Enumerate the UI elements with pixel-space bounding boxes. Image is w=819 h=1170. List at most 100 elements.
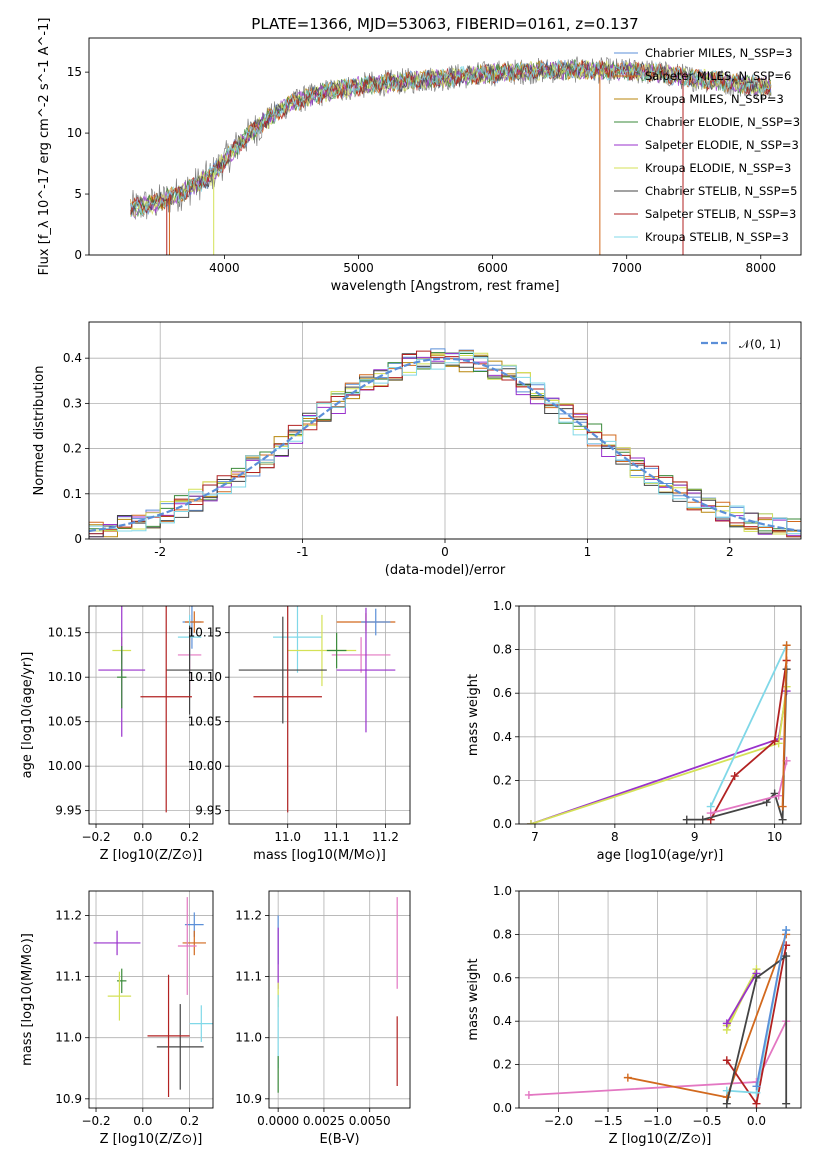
weight-line (781, 645, 788, 807)
weight-marker (526, 820, 535, 824)
plot-area (130, 56, 772, 255)
y-tick-label: 1.0 (493, 884, 512, 898)
x-axis-label: mass [log10(M/M⊙)] (253, 848, 386, 863)
y-tick-label: 0.2 (493, 773, 512, 787)
weight-marker (778, 815, 787, 824)
x-axis-label: age [log10(age/yr)] (597, 848, 724, 863)
axes-frame (88, 37, 802, 256)
weight-line (709, 644, 788, 807)
weight-marker (524, 1090, 533, 1099)
y-tick-label: 0.2 (493, 1058, 512, 1072)
panel-residuals: -2 -1 0 1 2 0 0.1 0.2 0.3 0.4 (data-model)/error No… (32, 321, 802, 578)
x-tick-label: 11.0 (274, 830, 301, 844)
x-tick-label: 2 (726, 545, 734, 559)
legend-entry: Salpeter MILES, N_SSP=6 (645, 69, 791, 83)
y-tick-label: 5 (74, 187, 82, 201)
x-tick-label: 0.2 (180, 830, 199, 844)
y-tick-label: 0.8 (493, 643, 512, 657)
weight-marker (782, 641, 791, 650)
x-tick-label: −2.0 (544, 1114, 573, 1128)
y-tick-label: 11.2 (55, 908, 82, 922)
axes-frame (88, 605, 214, 825)
y-tick-label: 0.4 (493, 1014, 512, 1028)
panel-mass-vs-ebv: 0.0000 0.0025 0.0050 10.9 11.0 11.1 11.2 E(B-V) (235, 890, 411, 1147)
x-tick-label: 11.2 (372, 830, 399, 844)
y-tick-label: 11.0 (55, 1031, 82, 1045)
y-tick-label: 10.15 (188, 626, 222, 640)
axes-frame (518, 890, 802, 1109)
weight-marker (623, 1073, 632, 1082)
weight-marker (774, 791, 783, 800)
legend-entry: Kroupa MILES, N_SSP=3 (645, 92, 784, 106)
model-spectrum (130, 60, 772, 216)
y-axis-label: Flux [f_λ 10^-17 erg cm^-2 s^-1 A^-1] (37, 18, 52, 276)
x-tick-label: −1.0 (643, 1114, 672, 1128)
panel-age-vs-mass: 11.0 11.1 11.2 9.95 10.00 10.05 10.10 10.15 mass… (188, 605, 411, 863)
legend-entry: Kroupa ELODIE, N_SSP=3 (645, 161, 791, 175)
y-axis-label: mass weight (466, 674, 481, 756)
plot-area (524, 926, 791, 1108)
y-axis-label: mass [log10(M/M⊙)] (20, 933, 35, 1066)
panel-weight-vs-age: 7 8 9 10 0.0 0.2 0.4 0.6 0.8 1.0 age [log10(age/yr… (466, 599, 802, 863)
y-tick-label: 11.1 (55, 970, 82, 984)
x-tick-label: 1 (584, 545, 592, 559)
y-tick-label: 0 (74, 532, 82, 546)
x-tick-label: 0.2 (180, 1114, 199, 1128)
y-tick-label: 0 (74, 248, 82, 262)
x-axis-label: wavelength [Angstrom, rest frame] (331, 279, 560, 294)
y-tick-label: 11.1 (235, 970, 262, 984)
y-tick-label: 10.00 (188, 759, 222, 773)
x-tick-label: 0.0000 (257, 1114, 299, 1128)
y-tick-label: 9.95 (55, 804, 82, 818)
y-tick-label: 10.10 (48, 670, 82, 684)
y-tick-label: 0.1 (63, 487, 82, 501)
x-tick-label: 0.0050 (349, 1114, 391, 1128)
y-tick-label: 0.6 (493, 971, 512, 985)
legend-entry: Chabrier MILES, N_SSP=3 (645, 46, 792, 60)
x-tick-label: 7000 (611, 261, 642, 275)
weight-line (709, 660, 788, 821)
y-axis-label: mass weight (466, 958, 481, 1040)
y-tick-label: 0.2 (63, 442, 82, 456)
y-tick-label: 0.4 (63, 351, 82, 365)
y-tick-label: 10.00 (48, 759, 82, 773)
axes-frame (88, 321, 802, 540)
weight-line (725, 954, 788, 1104)
plot-area (98, 606, 213, 813)
x-tick-label: 0.0 (133, 1114, 152, 1128)
x-axis-label: Z [log10(Z/Z⊙)] (100, 1132, 203, 1147)
y-tick-label: 10.10 (188, 670, 222, 684)
y-axis-label: Normed distribution (32, 366, 47, 496)
plot-area (93, 897, 213, 1097)
plot-area (526, 641, 791, 824)
weight-marker (752, 1082, 761, 1091)
weight-marker (782, 926, 791, 935)
x-tick-label: 0.0 (133, 830, 152, 844)
x-tick-label: 9 (691, 830, 699, 844)
legend-entry: Salpeter STELIB, N_SSP=3 (645, 207, 796, 221)
x-tick-label: −0.2 (81, 830, 110, 844)
weight-marker (722, 1019, 731, 1028)
panel-age-vs-Z: −0.2 0.0 0.2 9.95 10.00 10.05 10.10 10.15 Z [log… (20, 605, 214, 863)
y-tick-label: 0.6 (493, 686, 512, 700)
axes-frame (228, 605, 411, 825)
legend-entry: Chabrier STELIB, N_SSP=5 (645, 184, 797, 198)
x-axis-label: (data-model)/error (385, 563, 506, 578)
weight-marker (752, 973, 761, 982)
legend-entry: Chabrier ELODIE, N_SSP=3 (645, 115, 800, 129)
residual-histogram (89, 351, 801, 535)
x-tick-label: -2 (154, 545, 166, 559)
weight-line (755, 929, 788, 1087)
weight-marker (782, 952, 791, 961)
chart-title: PLATE=1366, MJD=53063, FIBERID=0161, z=0… (251, 15, 638, 33)
x-tick-label: -1 (297, 545, 309, 559)
y-tick-label: 1.0 (493, 599, 512, 613)
plot-area (277, 897, 398, 1093)
model-spectrum (130, 58, 772, 216)
y-tick-label: 0.8 (493, 927, 512, 941)
y-axis-label: age [log10(age/yr)] (20, 652, 35, 779)
weight-marker (722, 1056, 731, 1065)
y-tick-label: 9.95 (195, 804, 222, 818)
y-tick-label: 10 (67, 126, 82, 140)
